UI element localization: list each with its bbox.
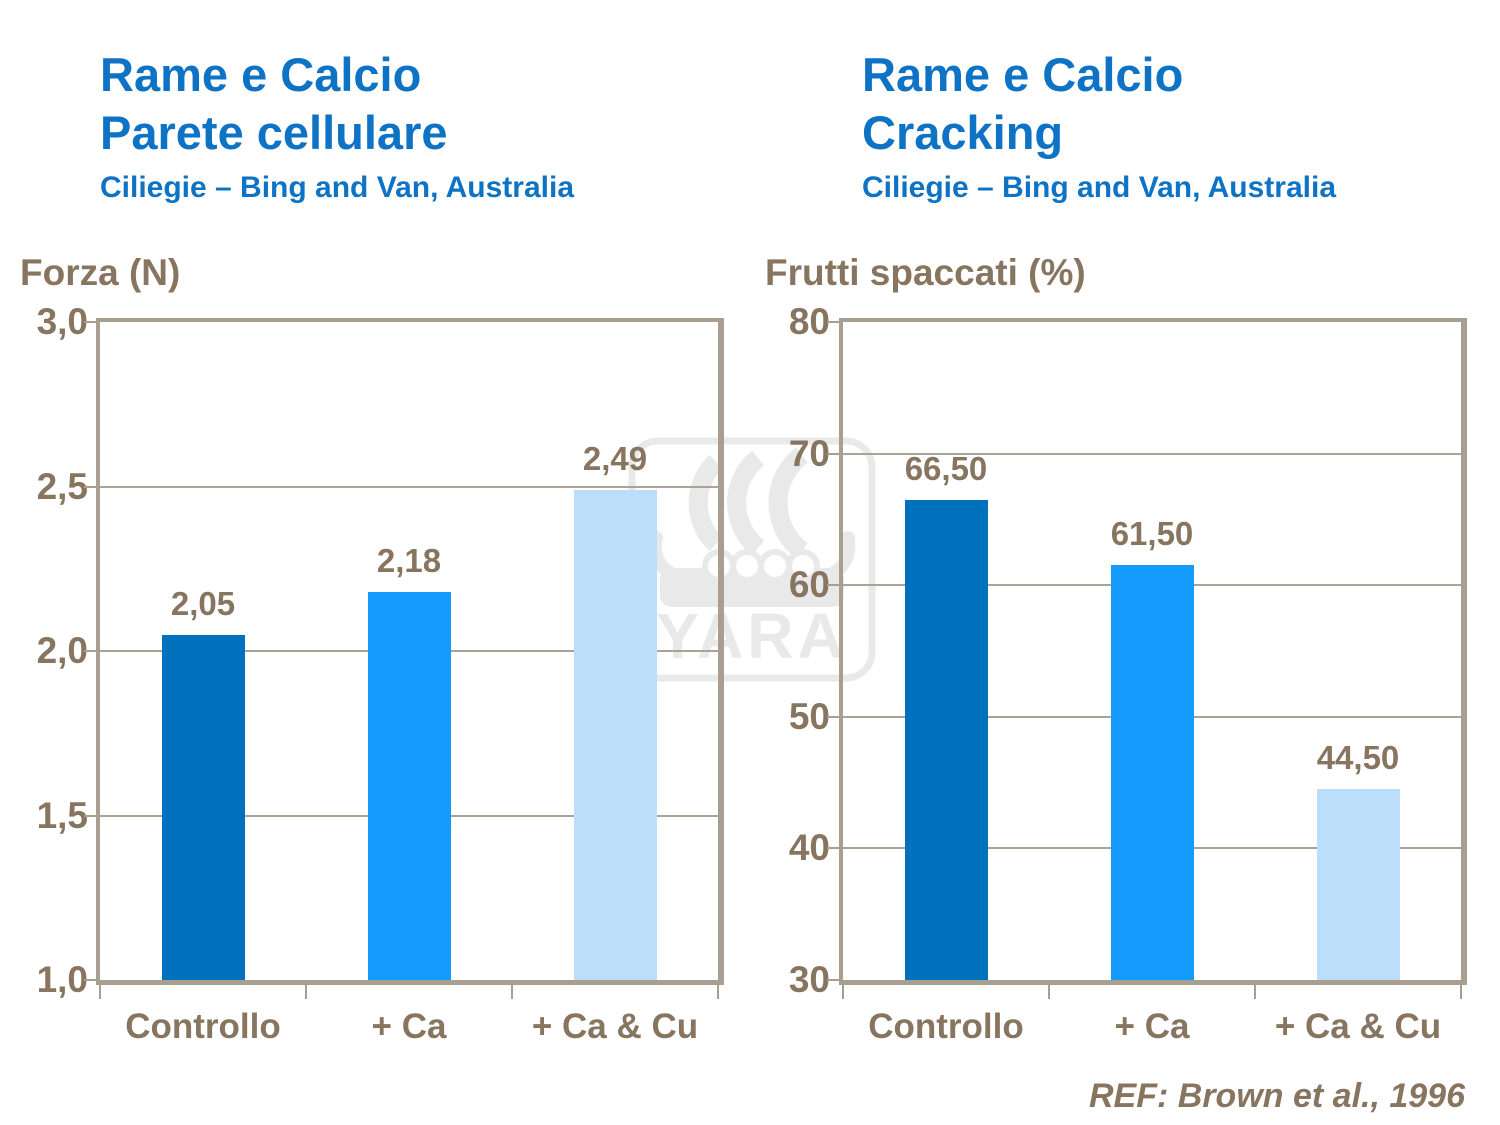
right-chart-bar: [1110, 565, 1194, 980]
left-chart-gridline: [100, 485, 718, 488]
left-chart-y-tick-label: 1,5: [36, 794, 88, 836]
right-chart-gridline: [843, 452, 1461, 455]
right-chart-x-tick-mark: [1460, 985, 1462, 999]
right-chart-y-tick-mark: [827, 321, 839, 323]
right-chart-y-tick-mark: [827, 715, 839, 718]
left-chart-y-tick-label: 3,0: [36, 301, 88, 342]
right-chart-y-tick-label: 30: [788, 959, 830, 1000]
left-chart-x-tick-mark: [717, 985, 719, 999]
right-chart-title-block: Rame e Calcio Cracking Ciliegie – Bing a…: [862, 46, 1336, 206]
left-chart-value-label: 2,05: [170, 584, 236, 622]
left-chart-x-tick-mark: [511, 985, 513, 999]
left-chart-y-tick-mark: [84, 485, 96, 488]
left-chart-x-tick-mark: [305, 985, 307, 999]
left-chart-category-label: + Ca & Cu: [531, 1007, 699, 1046]
right-chart-title-line-1: Rame e Calcio: [862, 48, 1184, 101]
right-chart-category-label: + Ca & Cu: [1274, 1007, 1442, 1046]
left-chart-y-tick-mark: [84, 321, 96, 323]
right-chart-category-label: Controllo: [868, 1007, 1024, 1046]
right-chart-value-label: 66,50: [904, 449, 988, 487]
left-chart-value-label: 2,18: [376, 541, 442, 579]
left-chart-ylabel: Forza (N): [20, 252, 181, 293]
left-chart-y-tick-label: 2,5: [36, 465, 88, 507]
right-chart-y-tick-mark: [827, 452, 839, 455]
right-chart-y-tick-mark: [827, 847, 839, 850]
right-chart-ylabel: Frutti spaccati (%): [765, 252, 1086, 293]
right-chart-x-tick-mark: [1048, 985, 1050, 999]
right-chart-y-tick-label: 60: [788, 564, 830, 606]
left-chart-bar: [573, 489, 657, 980]
left-chart-bar: [161, 634, 245, 980]
right-chart-subtitle: Ciliegie – Bing and Van, Australia: [862, 171, 1337, 204]
left-chart-title-block: Rame e Calcio Parete cellulare Ciliegie …: [100, 46, 574, 206]
left-chart-bar: [367, 591, 451, 980]
right-chart-x-tick-mark: [1254, 985, 1256, 999]
right-chart-y-tick-mark: [827, 979, 839, 981]
left-chart-y-tick-mark: [84, 814, 96, 817]
right-chart-value-label: 44,50: [1316, 739, 1400, 777]
right-chart-y-tick-label: 80: [788, 301, 830, 342]
reference-text: REF: Brown et al., 1996: [1089, 1077, 1465, 1115]
left-chart-x-tick-mark: [99, 985, 101, 999]
right-chart-bar: [1316, 789, 1400, 980]
left-chart-y-tick-mark: [84, 650, 96, 652]
left-chart-title-line-2: Parete cellulare: [100, 106, 448, 159]
left-chart-category-label: Controllo: [125, 1007, 281, 1046]
right-chart-title-line-2: Cracking: [862, 106, 1064, 159]
left-chart-value-label: 2,49: [582, 439, 648, 477]
right-chart-y-tick-label: 50: [788, 695, 830, 737]
right-chart-category-label: + Ca: [1114, 1007, 1190, 1046]
left-chart-subtitle: Ciliegie – Bing and Van, Australia: [100, 171, 575, 204]
right-chart-y-tick-label: 70: [788, 432, 830, 474]
right-chart-y-tick-mark: [827, 584, 839, 587]
left-chart-category-label: + Ca: [371, 1007, 447, 1046]
left-chart-y-tick-label: 1,0: [36, 959, 88, 1000]
left-chart-title-line-1: Rame e Calcio: [100, 48, 422, 101]
right-chart-bar: [904, 499, 988, 980]
right-chart-y-tick-label: 40: [788, 827, 830, 869]
left-chart-y-tick-label: 2,0: [36, 630, 88, 671]
right-chart-value-label: 61,50: [1110, 515, 1194, 553]
left-chart-y-tick-mark: [84, 979, 96, 981]
right-chart-x-tick-mark: [842, 985, 844, 999]
